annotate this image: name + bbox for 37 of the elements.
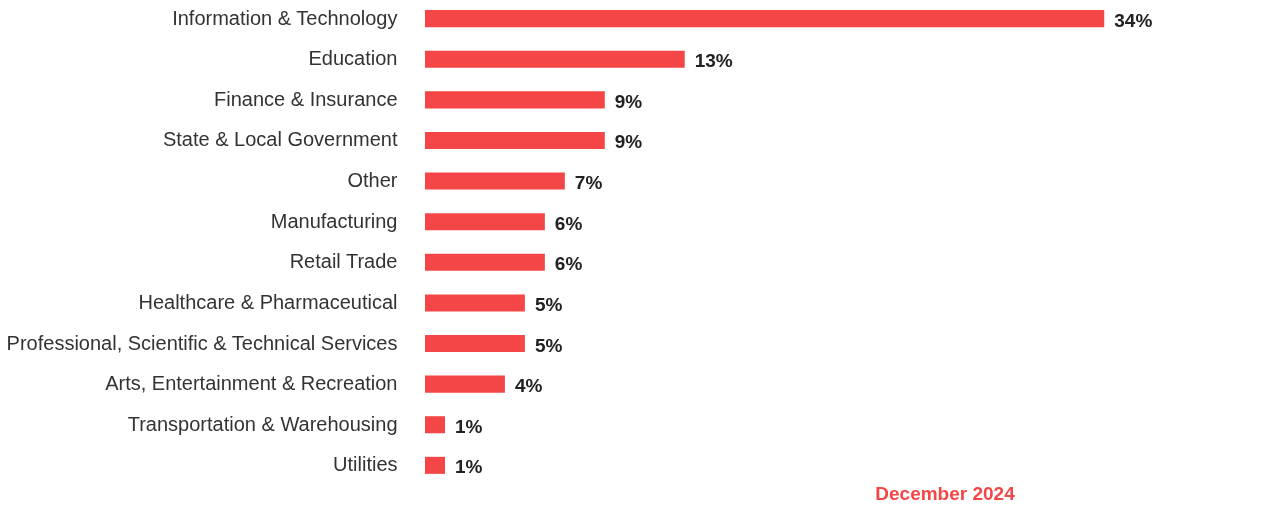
data-label: 6% (554, 253, 583, 275)
y-tick-label: Retail Trade (289, 250, 398, 273)
data-label: 1% (454, 415, 483, 437)
bar (425, 213, 545, 231)
bar (425, 334, 525, 353)
bar (425, 10, 1105, 28)
data-label: 4% (514, 375, 543, 397)
data-label: 13% (694, 50, 733, 72)
data-label: 1% (454, 456, 483, 478)
y-tick-label: Utilities (333, 453, 398, 476)
y-tick-label: Manufacturing (270, 209, 398, 232)
bar (425, 416, 445, 434)
bar (425, 253, 545, 271)
data-label: 5% (534, 293, 563, 315)
y-tick-label: Arts, Entertainment & Recreation (105, 372, 398, 395)
data-label: 9% (614, 131, 643, 153)
bar (425, 172, 565, 190)
y-tick-label: Information & Technology (172, 6, 398, 29)
bar (425, 50, 685, 68)
annotation: December 2024 (875, 483, 1016, 504)
y-tick-label: Professional, Scientific & Technical Services (6, 331, 398, 354)
data-label: 6% (554, 212, 583, 234)
y-tick-label: State & Local Government (162, 128, 398, 151)
data-label: 9% (614, 90, 643, 112)
bar (425, 456, 445, 474)
y-tick-label: Other (347, 169, 398, 192)
bar (425, 131, 605, 150)
data-label: 7% (574, 172, 603, 194)
y-tick-label: Healthcare & Pharmaceutical (138, 290, 398, 313)
y-tick-label: Education (308, 47, 398, 70)
bar (425, 91, 605, 109)
y-tick-label: Finance & Insurance (214, 87, 398, 110)
bar (425, 375, 505, 393)
data-label: 34% (1114, 9, 1153, 31)
bar (425, 294, 525, 312)
data-label: 5% (534, 334, 563, 356)
y-tick-label: Transportation & Warehousing (127, 412, 398, 435)
